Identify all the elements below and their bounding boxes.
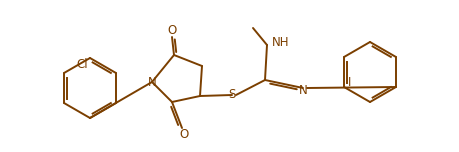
Text: O: O [179, 128, 188, 140]
Text: N: N [147, 76, 156, 88]
Text: N: N [298, 83, 307, 97]
Text: NH: NH [271, 36, 289, 50]
Text: O: O [167, 24, 176, 38]
Text: I: I [347, 76, 351, 90]
Text: S: S [228, 88, 235, 102]
Text: Cl: Cl [76, 57, 88, 71]
